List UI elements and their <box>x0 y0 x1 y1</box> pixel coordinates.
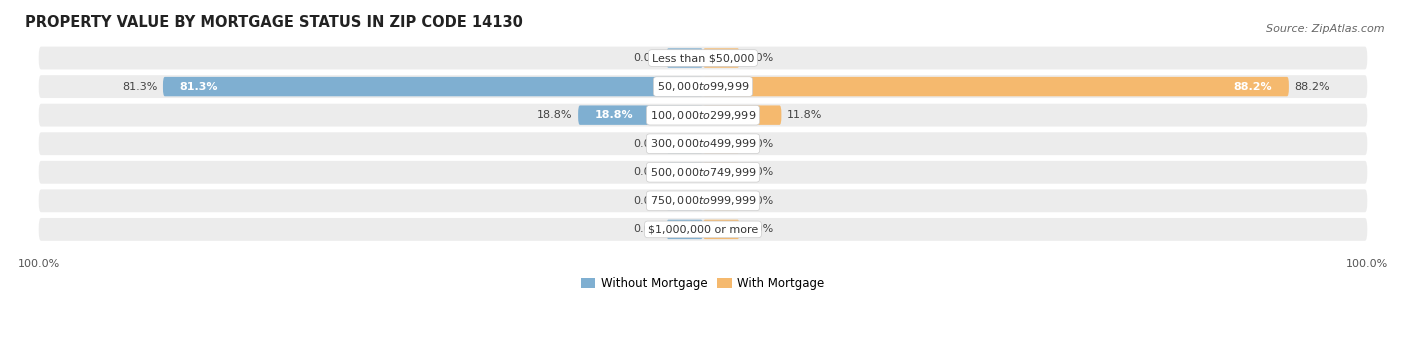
FancyBboxPatch shape <box>39 218 1367 241</box>
Text: $300,000 to $499,999: $300,000 to $499,999 <box>650 137 756 150</box>
FancyBboxPatch shape <box>163 77 703 96</box>
FancyBboxPatch shape <box>39 47 1367 70</box>
Text: $500,000 to $749,999: $500,000 to $749,999 <box>650 166 756 179</box>
Text: 11.8%: 11.8% <box>787 110 823 120</box>
FancyBboxPatch shape <box>703 191 740 210</box>
Text: 0.0%: 0.0% <box>633 139 661 149</box>
FancyBboxPatch shape <box>703 134 740 153</box>
FancyBboxPatch shape <box>666 220 703 239</box>
Text: Source: ZipAtlas.com: Source: ZipAtlas.com <box>1267 24 1385 34</box>
Text: 0.0%: 0.0% <box>745 196 773 206</box>
Text: 18.8%: 18.8% <box>595 110 633 120</box>
Text: Less than $50,000: Less than $50,000 <box>652 53 754 63</box>
FancyBboxPatch shape <box>39 75 1367 98</box>
Text: 0.0%: 0.0% <box>633 224 661 234</box>
Text: 18.8%: 18.8% <box>537 110 572 120</box>
FancyBboxPatch shape <box>666 48 703 68</box>
Text: 0.0%: 0.0% <box>745 139 773 149</box>
Text: $50,000 to $99,999: $50,000 to $99,999 <box>657 80 749 93</box>
FancyBboxPatch shape <box>703 105 782 125</box>
Text: 81.3%: 81.3% <box>180 81 218 92</box>
FancyBboxPatch shape <box>703 77 1289 96</box>
Text: 0.0%: 0.0% <box>745 167 773 177</box>
Text: $100,000 to $299,999: $100,000 to $299,999 <box>650 109 756 122</box>
FancyBboxPatch shape <box>703 163 740 182</box>
Text: 0.0%: 0.0% <box>745 53 773 63</box>
FancyBboxPatch shape <box>39 132 1367 155</box>
Text: 0.0%: 0.0% <box>633 196 661 206</box>
Text: 0.0%: 0.0% <box>633 167 661 177</box>
FancyBboxPatch shape <box>39 161 1367 184</box>
FancyBboxPatch shape <box>578 105 703 125</box>
Text: 0.0%: 0.0% <box>633 53 661 63</box>
Text: $1,000,000 or more: $1,000,000 or more <box>648 224 758 234</box>
FancyBboxPatch shape <box>666 134 703 153</box>
FancyBboxPatch shape <box>666 163 703 182</box>
Text: PROPERTY VALUE BY MORTGAGE STATUS IN ZIP CODE 14130: PROPERTY VALUE BY MORTGAGE STATUS IN ZIP… <box>25 15 523 30</box>
FancyBboxPatch shape <box>703 220 740 239</box>
Text: 0.0%: 0.0% <box>745 224 773 234</box>
Text: 88.2%: 88.2% <box>1294 81 1330 92</box>
Legend: Without Mortgage, With Mortgage: Without Mortgage, With Mortgage <box>576 272 830 295</box>
FancyBboxPatch shape <box>39 189 1367 212</box>
Text: 81.3%: 81.3% <box>122 81 157 92</box>
Text: 88.2%: 88.2% <box>1233 81 1272 92</box>
FancyBboxPatch shape <box>666 191 703 210</box>
Text: $750,000 to $999,999: $750,000 to $999,999 <box>650 194 756 207</box>
FancyBboxPatch shape <box>703 48 740 68</box>
FancyBboxPatch shape <box>39 104 1367 127</box>
